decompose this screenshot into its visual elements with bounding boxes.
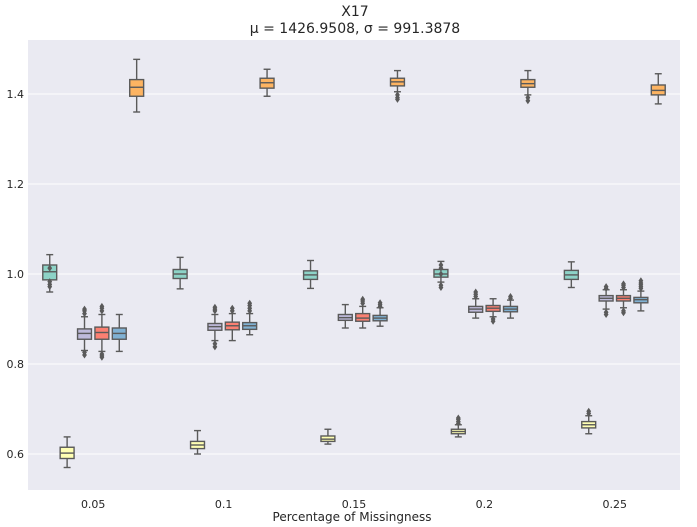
box-series-5-0.1 [242, 299, 258, 336]
flier-point [438, 264, 444, 272]
flier-point [377, 299, 383, 307]
box-series-1-0.2 [433, 260, 449, 291]
box-series-5-0.05 [111, 313, 127, 353]
box-series-4-0.05 [94, 302, 110, 361]
box-series-4-0.1 [224, 304, 240, 342]
x-tick-label: 0.25 [603, 498, 628, 511]
x-tick-label: 0.05 [81, 498, 106, 511]
x-axis-label: Percentage of Missingness [273, 510, 432, 524]
flier-point [47, 264, 53, 272]
flier-point [490, 315, 496, 323]
box-series-3-0.25 [598, 283, 614, 318]
chart-subtitle: μ = 1426.9508, σ = 991.3878 [250, 21, 460, 37]
box-series-2-0.15 [320, 428, 336, 445]
box-series-6-0.2 [520, 69, 536, 105]
box-series-6-0.15 [389, 69, 406, 103]
x-tick-label: 0.2 [476, 498, 494, 511]
y-tick-label: 1.4 [7, 88, 25, 101]
flier-point [621, 280, 626, 288]
y-axis-ticks: 0.6 0.8 1.0 1.2 1.4 [7, 88, 25, 461]
box-series-5-0.25 [633, 277, 649, 312]
flier-point [395, 95, 400, 103]
flier-point [47, 283, 53, 291]
flier-point [82, 351, 87, 359]
box-series-3-0.15 [337, 303, 353, 329]
box-series-1-0.15 [302, 259, 319, 290]
flier-point [473, 288, 479, 296]
chart-title: X17 [341, 4, 368, 20]
flier-point [525, 97, 531, 105]
x-tick-label: 0.15 [342, 498, 367, 511]
box-series-3-0.1 [207, 303, 223, 351]
box-plots [42, 58, 666, 469]
flier-point [586, 407, 592, 415]
box-series-5-0.2 [502, 293, 519, 319]
flier-point [229, 304, 235, 312]
box-series-3-0.2 [468, 288, 484, 319]
box-series-2-0.1 [189, 429, 206, 455]
box-series-4-0.2 [485, 298, 501, 325]
flier-point [212, 303, 218, 311]
flier-point [603, 311, 609, 318]
flier-point [455, 414, 461, 422]
flier-point [82, 305, 87, 313]
x-tick-label: 0.1 [215, 498, 233, 511]
box-series-2-0.25 [581, 407, 597, 435]
box-series-1-0.1 [172, 256, 188, 290]
flier-point [508, 293, 513, 300]
box-series-1-0.25 [563, 261, 579, 289]
flier-point [438, 284, 444, 291]
flier-point [247, 299, 253, 307]
flier-point [438, 270, 444, 278]
flier-point [360, 295, 366, 303]
y-tick-label: 1.2 [7, 178, 25, 191]
y-tick-label: 0.6 [7, 448, 25, 461]
box-series-6-0.1 [259, 68, 275, 97]
flier-point [99, 302, 105, 310]
flier-point [603, 283, 609, 291]
box-series-2-0.05 [59, 436, 75, 469]
box-series-4-0.15 [355, 295, 371, 329]
flier-point [638, 277, 644, 285]
box-series-6-0.05 [129, 58, 145, 113]
flier-point [99, 353, 105, 361]
flier-point [212, 343, 218, 351]
y-tick-label: 0.8 [7, 358, 25, 371]
box-series-2-0.2 [450, 414, 466, 438]
box-series-4-0.25 [615, 280, 632, 317]
x-axis-ticks: 0.05 0.1 0.15 0.2 0.25 [81, 498, 627, 511]
flier-point [621, 309, 626, 317]
box-series-5-0.15 [372, 299, 388, 327]
y-tick-label: 1.0 [7, 268, 25, 281]
box-series-1-0.05 [42, 253, 58, 293]
box-series-3-0.05 [76, 305, 93, 359]
box-series-6-0.25 [650, 73, 666, 105]
